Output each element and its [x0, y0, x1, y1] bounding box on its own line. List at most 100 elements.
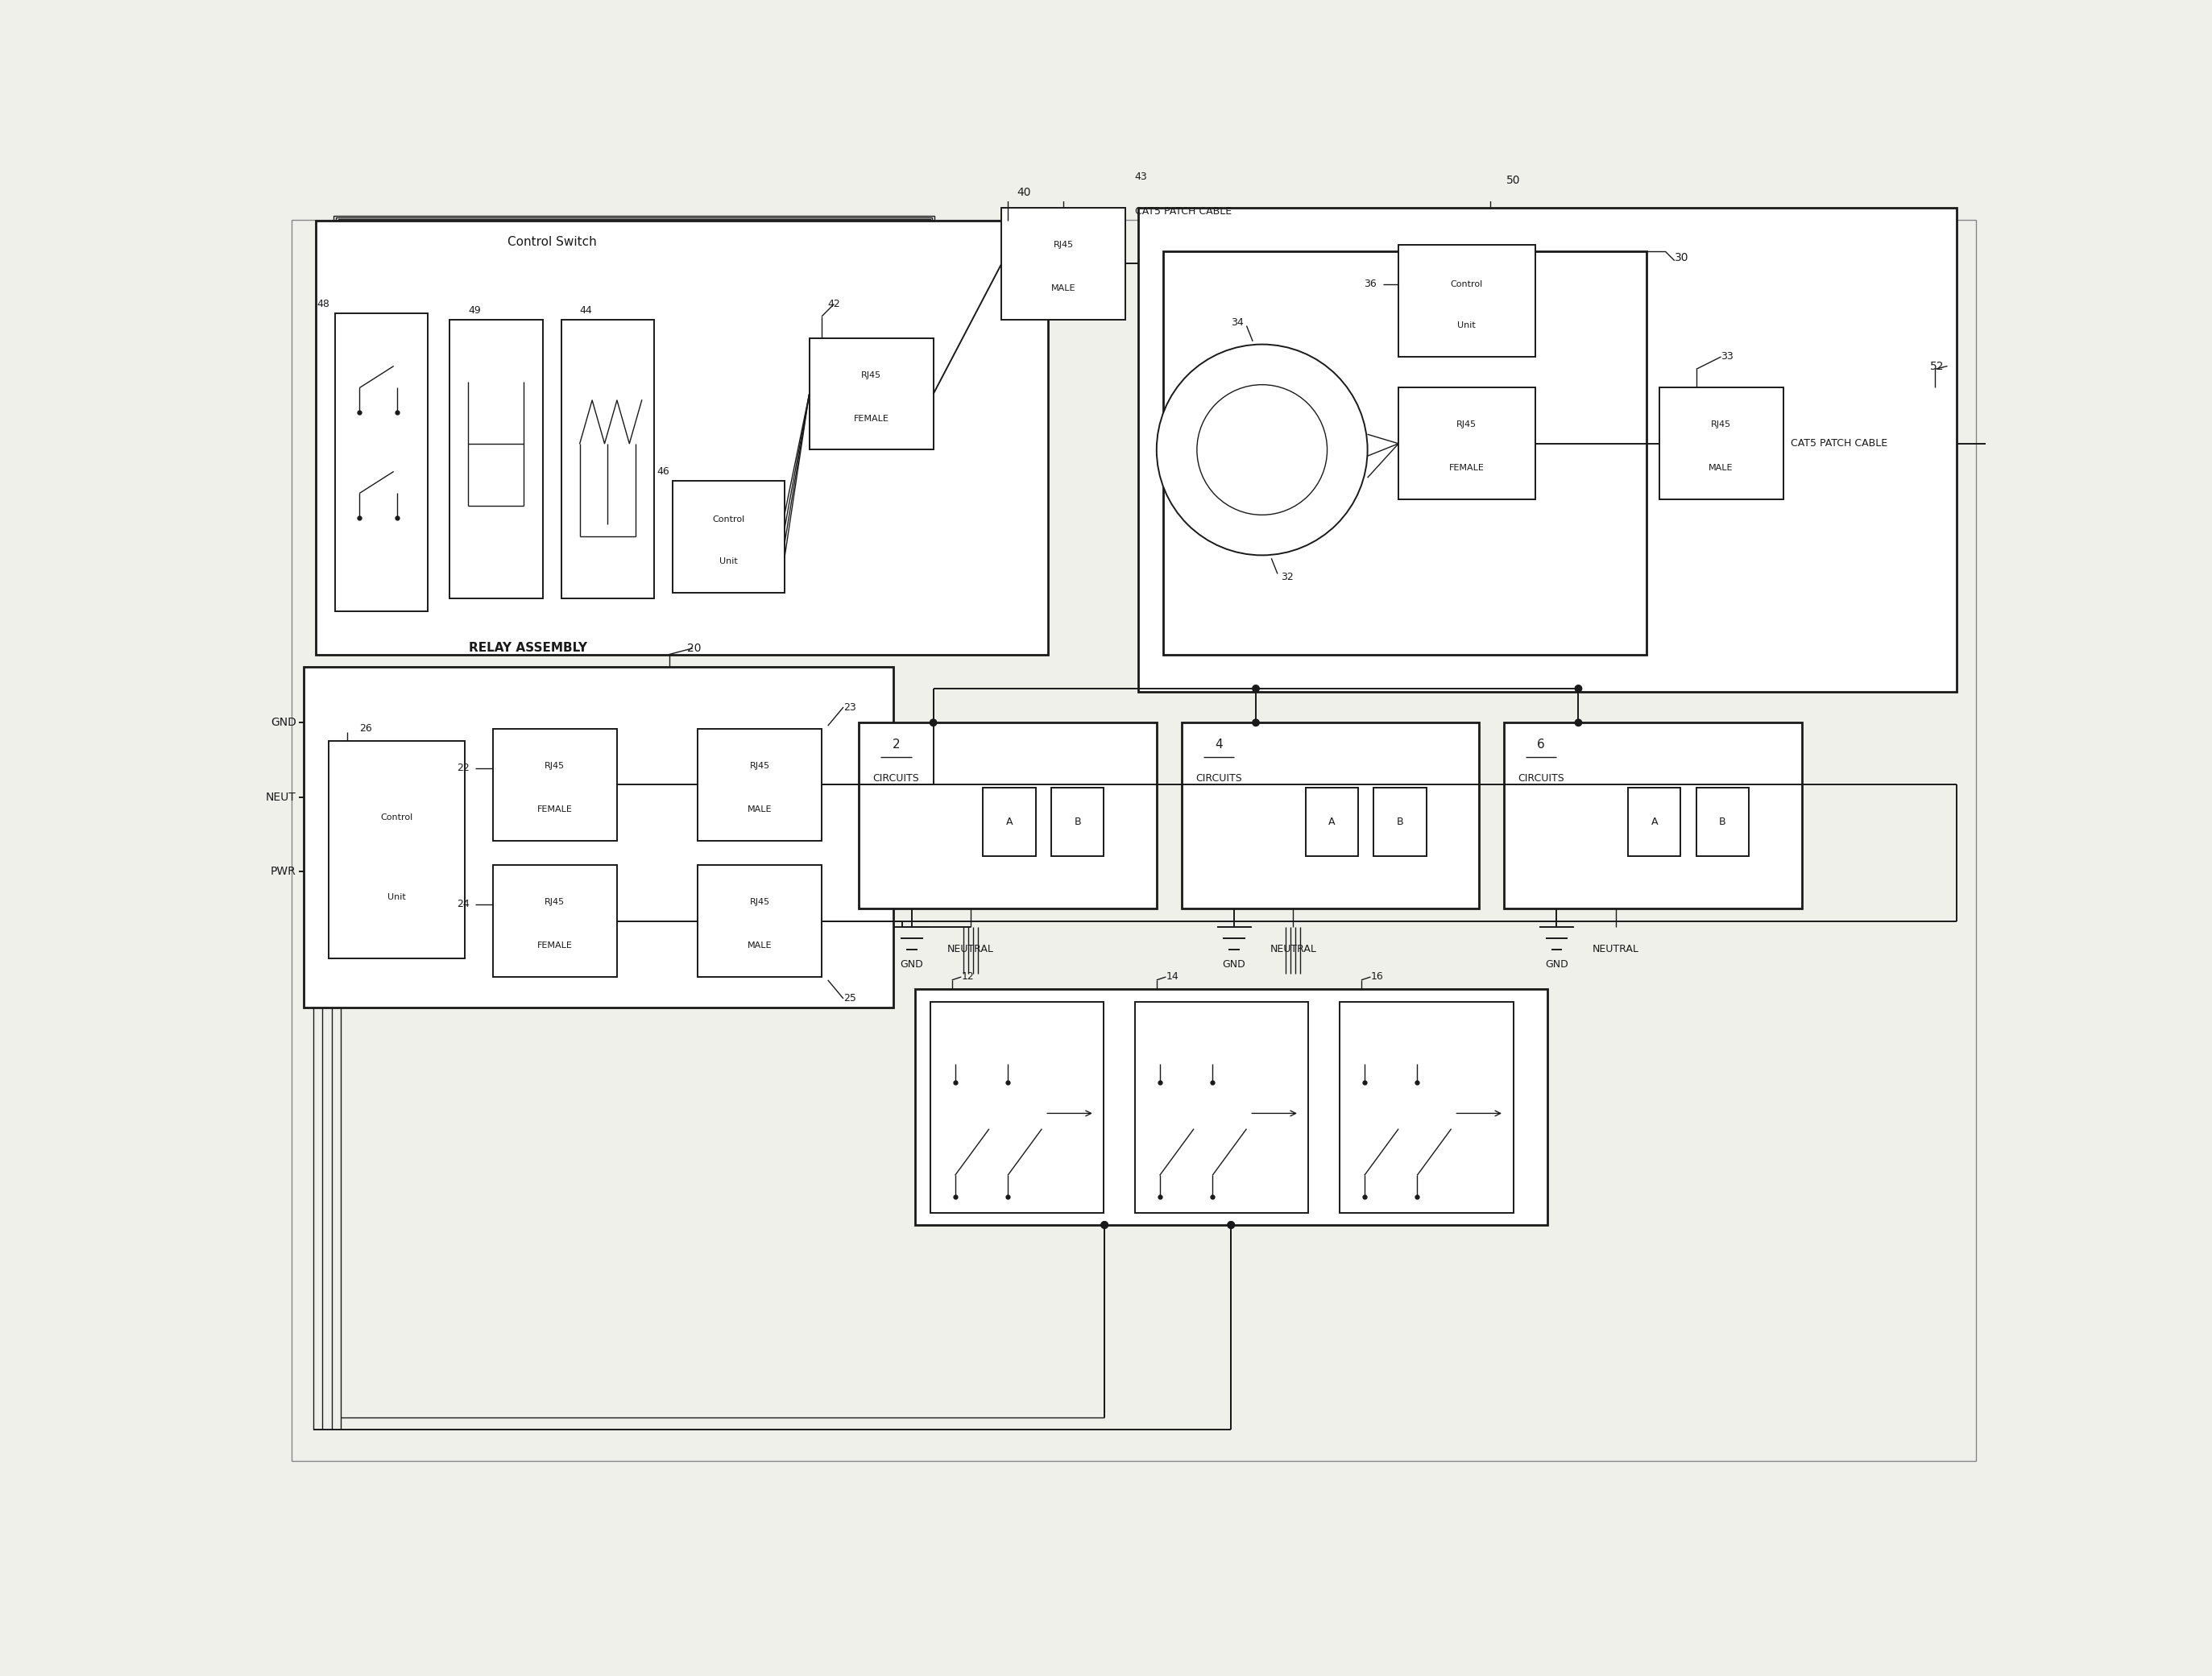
Text: 4: 4 [1214, 739, 1223, 751]
Bar [1628, 788, 1681, 856]
Text: RJ45: RJ45 [1458, 421, 1478, 429]
Text: MALE: MALE [748, 942, 772, 950]
Text: 25: 25 [843, 994, 856, 1004]
Circle shape [929, 719, 936, 726]
Text: 23: 23 [843, 702, 856, 712]
Circle shape [1575, 719, 1582, 726]
Bar [1002, 208, 1126, 320]
Bar [1398, 387, 1535, 499]
Text: PWR: PWR [270, 866, 296, 877]
Text: CIRCUITS: CIRCUITS [1517, 773, 1564, 784]
Bar [672, 481, 785, 592]
Text: 32: 32 [1281, 572, 1294, 582]
Text: MALE: MALE [1708, 464, 1734, 473]
Bar [449, 320, 542, 598]
Text: FEMALE: FEMALE [854, 414, 889, 422]
Bar [1504, 722, 1801, 908]
Text: NEUTRAL: NEUTRAL [1593, 944, 1639, 954]
Bar [334, 313, 427, 612]
Text: FEMALE: FEMALE [538, 942, 573, 950]
Text: CAT5 PATCH CABLE: CAT5 PATCH CABLE [1790, 439, 1887, 449]
Text: 12: 12 [962, 972, 973, 982]
Text: 22: 22 [456, 763, 469, 773]
Text: 30: 30 [1674, 251, 1688, 263]
Circle shape [1228, 1222, 1234, 1229]
Circle shape [1102, 1222, 1108, 1229]
Bar [1305, 788, 1358, 856]
Text: 52: 52 [1931, 360, 1944, 372]
Circle shape [1252, 685, 1259, 692]
Bar [1164, 251, 1646, 654]
Text: 40: 40 [1018, 186, 1031, 198]
Text: GND: GND [270, 717, 296, 729]
Text: 44: 44 [580, 305, 593, 315]
Text: B: B [1396, 816, 1405, 828]
Text: 48: 48 [316, 298, 330, 310]
Text: Unit: Unit [387, 893, 407, 902]
Bar [1340, 1002, 1513, 1212]
Circle shape [1197, 385, 1327, 515]
Circle shape [1102, 1222, 1108, 1229]
Text: A: A [1006, 816, 1013, 828]
Text: RJ45: RJ45 [750, 898, 770, 907]
Bar [810, 339, 933, 449]
Text: RELAY ASSEMBLY: RELAY ASSEMBLY [469, 642, 586, 654]
Bar [1135, 1002, 1310, 1212]
Bar [982, 788, 1035, 856]
Bar [916, 989, 1548, 1225]
Text: B: B [1719, 816, 1725, 828]
Text: 49: 49 [469, 305, 480, 315]
Text: 34: 34 [1230, 317, 1243, 328]
Circle shape [1228, 1222, 1234, 1229]
Text: GND: GND [900, 959, 922, 970]
Text: MALE: MALE [1051, 285, 1075, 292]
Circle shape [1157, 344, 1367, 555]
Bar [336, 218, 931, 610]
Bar [562, 320, 655, 598]
Bar [493, 865, 617, 977]
Bar [316, 220, 1048, 654]
Text: 16: 16 [1371, 972, 1382, 982]
Text: 14: 14 [1166, 972, 1179, 982]
Bar [341, 221, 927, 607]
Text: NEUTRAL: NEUTRAL [947, 944, 993, 954]
Circle shape [1228, 416, 1296, 484]
Text: 42: 42 [827, 298, 841, 310]
Bar [1659, 387, 1783, 499]
Bar [931, 1002, 1104, 1212]
Text: GND: GND [1546, 959, 1568, 970]
Text: RJ45: RJ45 [1710, 421, 1732, 429]
Text: GND: GND [1223, 959, 1245, 970]
Bar [1181, 722, 1480, 908]
Bar [1137, 208, 1958, 692]
Text: 36: 36 [1365, 278, 1376, 290]
Text: 20: 20 [686, 642, 701, 654]
Text: A: A [1329, 816, 1336, 828]
Text: CAT5 PATCH CABLE: CAT5 PATCH CABLE [1135, 206, 1232, 216]
Bar [330, 741, 465, 959]
Bar [1398, 245, 1535, 357]
Text: FEMALE: FEMALE [1449, 464, 1484, 473]
Text: RJ45: RJ45 [750, 761, 770, 769]
Text: 2: 2 [891, 739, 900, 751]
Text: 6: 6 [1537, 739, 1546, 751]
Text: B: B [1075, 816, 1082, 828]
Text: Control: Control [712, 516, 745, 525]
Bar [334, 216, 933, 613]
Bar [858, 722, 1157, 908]
Text: Unit: Unit [1458, 322, 1475, 330]
Text: Control: Control [380, 813, 414, 821]
Bar [338, 220, 929, 608]
Text: CIRCUITS: CIRCUITS [1194, 773, 1241, 784]
Text: 50: 50 [1506, 174, 1520, 186]
Circle shape [1575, 685, 1582, 692]
Text: 43: 43 [1135, 171, 1148, 183]
Text: RJ45: RJ45 [544, 898, 564, 907]
Text: 33: 33 [1721, 352, 1734, 362]
Text: Control Switch: Control Switch [507, 236, 597, 248]
Bar [1374, 788, 1427, 856]
Text: RJ45: RJ45 [860, 370, 880, 379]
Text: 24: 24 [456, 898, 469, 910]
Text: 26: 26 [361, 724, 372, 734]
Text: FEMALE: FEMALE [538, 804, 573, 813]
